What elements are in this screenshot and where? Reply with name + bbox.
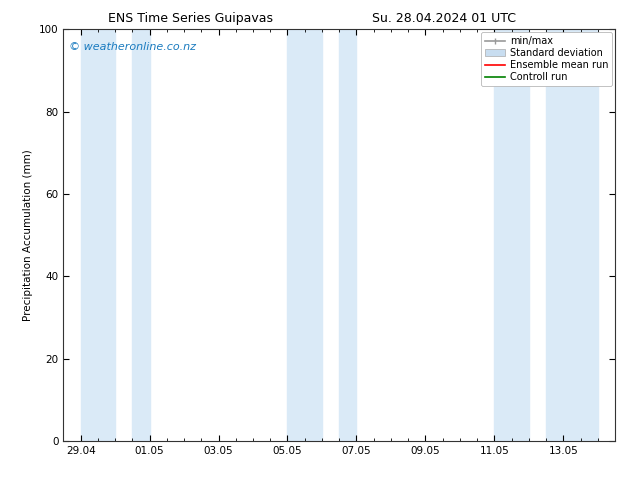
Legend: min/max, Standard deviation, Ensemble mean run, Controll run: min/max, Standard deviation, Ensemble me… [481, 32, 612, 86]
Text: Su. 28.04.2024 01 UTC: Su. 28.04.2024 01 UTC [372, 12, 516, 25]
Text: © weatheronline.co.nz: © weatheronline.co.nz [69, 42, 196, 52]
Bar [546, 29, 598, 441]
Bar [287, 29, 322, 441]
Bar [133, 29, 150, 441]
Bar [339, 29, 356, 441]
Bar [81, 29, 115, 441]
Bar [495, 29, 529, 441]
Text: ENS Time Series Guipavas: ENS Time Series Guipavas [108, 12, 273, 25]
Y-axis label: Precipitation Accumulation (mm): Precipitation Accumulation (mm) [23, 149, 34, 321]
